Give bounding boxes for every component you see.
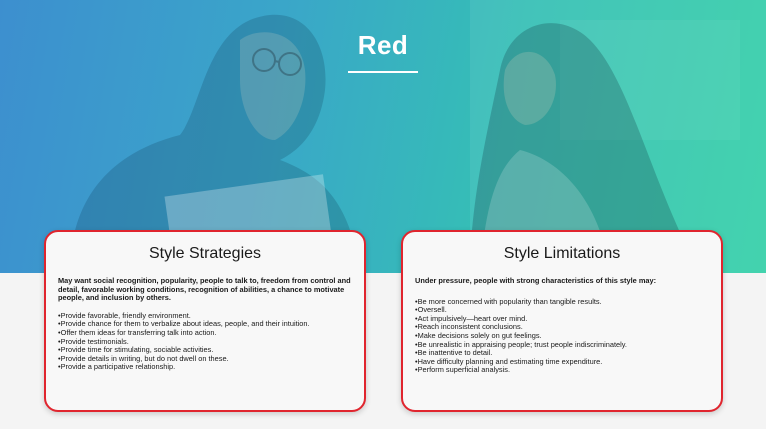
strategies-intro: May want social recognition, popularity,… [58,276,351,303]
list-item: •Provide a participative relationship. [58,362,176,372]
list-item: •Provide testimonials. [58,336,129,346]
list-item: •Oversell. [415,305,447,315]
strategies-list: •Provide favorable, friendly environment… [58,310,352,372]
list-item: •Provide details in writing, but do not … [58,353,229,363]
page-title: Red [357,30,409,60]
list-item: •Be more concerned with popularity than … [415,296,602,306]
title-underline [348,71,418,73]
list-item: •Offer them ideas for transferring talk … [58,327,217,337]
limitations-list: •Be more concerned with popularity than … [415,296,709,375]
hero-banner: Red [0,0,766,273]
list-item: •Provide favorable, friendly environment… [58,310,191,320]
list-item: •Be inattentive to detail. [415,348,493,358]
limitations-title: Style Limitations [503,245,621,262]
hero-photo [70,14,740,273]
list-item: •Be unrealistic in appraising people; tr… [415,339,627,349]
strategies-title: Style Strategies [148,245,262,262]
list-item: •Have difficulty planning and estimating… [415,356,603,366]
list-item: •Act impulsively—heart over mind. [415,313,528,323]
list-item: •Perform superficial analysis. [415,365,511,375]
list-item: •Provide time for stimulating, sociable … [58,345,214,355]
strategies-card: Style Strategies May want social recogni… [44,230,366,412]
limitations-intro: Under pressure, people with strong chara… [415,276,657,285]
list-item: •Make decisions solely on gut feelings. [415,330,542,340]
limitations-card: Style Limitations Under pressure, people… [401,230,723,412]
list-item: •Provide chance for them to verbalize ab… [58,319,310,329]
list-item: •Reach inconsistent conclusions. [415,322,523,332]
